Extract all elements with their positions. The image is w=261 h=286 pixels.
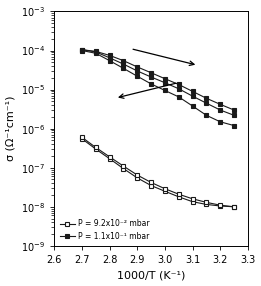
Legend: P = 9.2x10⁻² mbar, P = 1.1x10⁻¹ mbar: P = 9.2x10⁻² mbar, P = 1.1x10⁻¹ mbar xyxy=(58,218,151,242)
Y-axis label: σ (Ω⁻¹cm⁻¹): σ (Ω⁻¹cm⁻¹) xyxy=(5,96,16,161)
X-axis label: 1000/T (K⁻¹): 1000/T (K⁻¹) xyxy=(117,271,185,281)
